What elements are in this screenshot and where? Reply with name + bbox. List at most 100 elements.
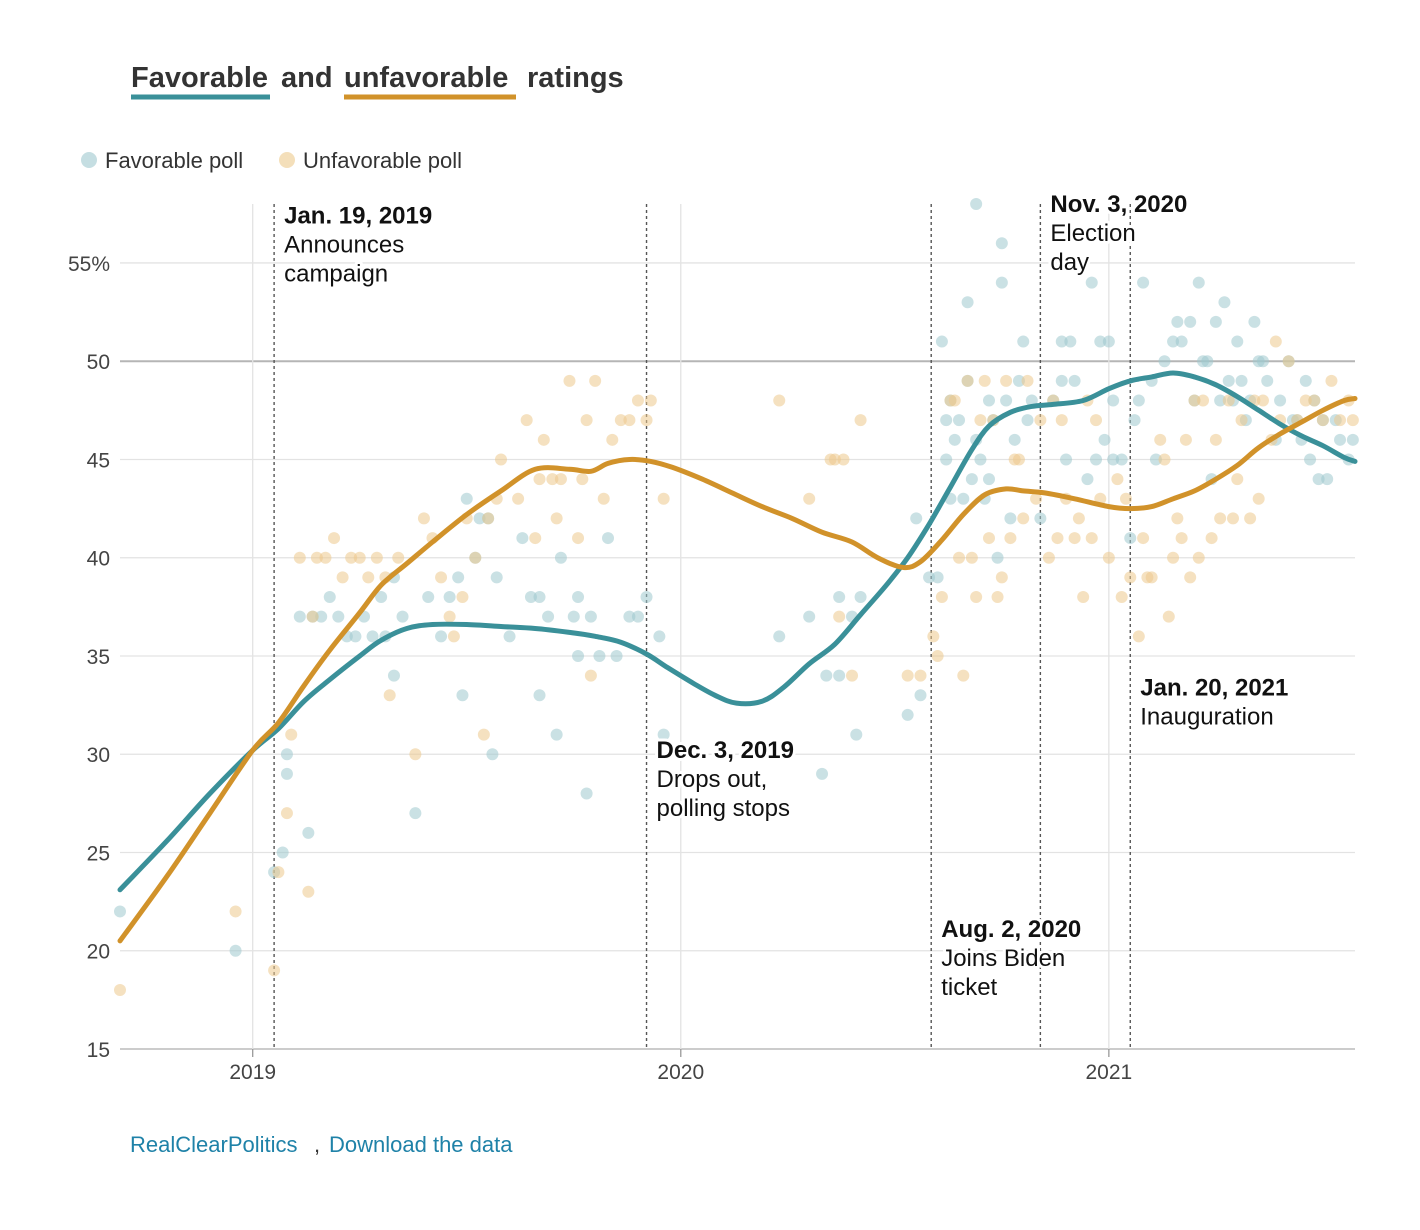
favorable-poll-point (995, 237, 1008, 250)
y-tick-label: 45 (87, 449, 110, 472)
unfavorable-poll-point (846, 669, 859, 682)
unfavorable-poll-point (1308, 394, 1321, 407)
unfavorable-poll-point (345, 551, 358, 564)
unfavorable-poll-point (576, 473, 589, 486)
favorable-poll-point (1090, 453, 1103, 466)
favorable-poll-point (443, 591, 456, 604)
favorable-poll-point (1184, 315, 1197, 328)
unfavorable-poll-point (640, 414, 653, 427)
source-separator: , (314, 1132, 320, 1157)
unfavorable-poll-point (1158, 453, 1171, 466)
favorable-poll-point (387, 669, 400, 682)
y-tick-label: 55% (68, 253, 110, 276)
unfavorable-poll-point (657, 492, 670, 505)
x-tick-label: 2019 (229, 1061, 276, 1084)
unfavorable-poll-point (935, 591, 948, 604)
unfavorable-poll-point (948, 394, 961, 407)
favorable-poll-point (1137, 276, 1150, 289)
unfavorable-poll-point (953, 551, 966, 564)
favorable-poll-point (833, 591, 846, 604)
favorable-poll-point (409, 807, 422, 820)
favorable-poll-point (366, 630, 379, 643)
legend-unfavorable-swatch (279, 152, 295, 168)
unfavorable-poll-point (982, 532, 995, 545)
unfavorable-poll-points (114, 335, 1359, 997)
title-favorable-word: Favorable (131, 62, 268, 94)
unfavorable-poll-point (1252, 492, 1265, 505)
unfavorable-poll-point (970, 591, 983, 604)
unfavorable-poll-point (268, 964, 281, 977)
x-tick-label: 2021 (1085, 1061, 1132, 1084)
favorable-poll-point (923, 571, 936, 584)
unfavorable-poll-point (546, 473, 559, 486)
favorable-poll-point (456, 689, 469, 702)
favorable-poll-point (854, 591, 867, 604)
unfavorable-poll-point (965, 551, 978, 564)
unfavorable-poll-point (1034, 414, 1047, 427)
favorable-poll-point (435, 630, 448, 643)
unfavorable-poll-point (306, 610, 319, 623)
y-tick-label: 25 (87, 842, 110, 865)
unfavorable-poll-point (1055, 414, 1068, 427)
favorable-poll-point (1167, 335, 1180, 348)
unfavorable-poll-point (1017, 512, 1030, 525)
unfavorable-poll-point (1188, 394, 1201, 407)
y-tick-label: 40 (87, 548, 110, 571)
unfavorable-poll-point (494, 453, 507, 466)
unfavorable-poll-point (1085, 532, 1098, 545)
source-link-realclearpolitics[interactable]: RealClearPolitics (130, 1132, 298, 1157)
favorable-poll-point (657, 728, 670, 741)
unfavorable-poll-point (1068, 532, 1081, 545)
unfavorable-poll-point (995, 571, 1008, 584)
favorable-poll-point (452, 571, 465, 584)
favorable-poll-point (953, 414, 966, 427)
favorable-poll-point (460, 492, 473, 505)
unfavorable-poll-point (572, 532, 585, 545)
favorable-poll-point (1256, 355, 1269, 368)
unfavorable-poll-point (1269, 335, 1282, 348)
favorable-poll-point (901, 708, 914, 721)
unfavorable-poll-point (280, 807, 293, 820)
favorable-poll-point (375, 591, 388, 604)
unfavorable-poll-point (1209, 433, 1222, 446)
unfavorable-poll-point (1111, 473, 1124, 486)
unfavorable-poll-point (1334, 414, 1347, 427)
unfavorable-poll-point (435, 571, 448, 584)
unfavorable-poll-point (417, 512, 430, 525)
favorable-poll-point (1175, 335, 1188, 348)
unfavorable-poll-point (370, 551, 383, 564)
event-date-label: Aug. 2, 2020 (941, 916, 1081, 943)
favorable-poll-point (584, 610, 597, 623)
unfavorable-poll-point (512, 492, 525, 505)
unfavorable-poll-point (1282, 355, 1295, 368)
favorable-poll-point (910, 512, 923, 525)
favorable-poll-point (974, 453, 987, 466)
gridlines (120, 204, 1355, 1050)
favorable-poll-point (114, 905, 126, 918)
legend-favorable-label: Favorable poll (105, 148, 243, 173)
x-tick-label: 2020 (657, 1061, 704, 1084)
favorable-poll-point (935, 335, 948, 348)
favorable-poll-point (280, 748, 293, 761)
favorable-poll-point (1304, 453, 1317, 466)
unfavorable-poll-point (469, 551, 482, 564)
unfavorable-poll-point (1021, 374, 1034, 387)
favorable-poll-point (422, 591, 435, 604)
unfavorable-poll-point (614, 414, 627, 427)
unfavorable-poll-point (589, 374, 602, 387)
y-tick-label: 20 (87, 941, 110, 964)
favorable-poll-point (1081, 473, 1094, 486)
favorable-poll-point (1115, 453, 1128, 466)
favorable-poll-point (332, 610, 345, 623)
favorable-poll-point (914, 689, 927, 702)
unfavorable-poll-point (529, 532, 542, 545)
favorable-poll-point (961, 296, 974, 309)
unfavorable-poll-point (285, 728, 298, 741)
favorable-poll-point (1261, 374, 1274, 387)
favorable-poll-point (1107, 453, 1120, 466)
source-link-download-data[interactable]: Download the data (329, 1132, 513, 1157)
unfavorable-poll-point (580, 414, 593, 427)
favorable-poll-point (965, 473, 978, 486)
legend: Favorable poll Unfavorable poll (81, 148, 462, 173)
